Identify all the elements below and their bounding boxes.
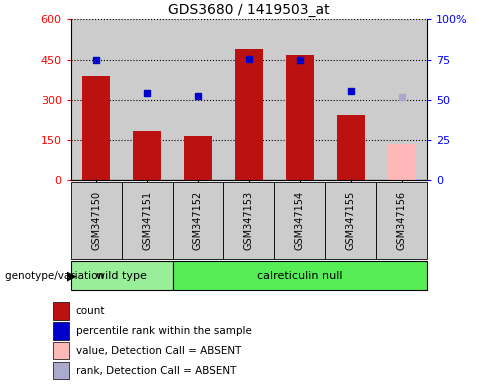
Bar bbox=[337, 115, 365, 180]
Bar bbox=[53, 342, 69, 359]
Text: wild type: wild type bbox=[96, 270, 147, 281]
Bar bbox=[122, 182, 173, 259]
Text: percentile rank within the sample: percentile rank within the sample bbox=[76, 326, 252, 336]
Bar bbox=[71, 261, 173, 290]
Bar bbox=[224, 19, 274, 180]
Text: rank, Detection Call = ABSENT: rank, Detection Call = ABSENT bbox=[76, 366, 236, 376]
Bar bbox=[376, 19, 427, 180]
Bar bbox=[53, 362, 69, 379]
Bar bbox=[173, 261, 427, 290]
Bar bbox=[376, 182, 427, 259]
Text: genotype/variation: genotype/variation bbox=[5, 270, 107, 281]
Text: GSM347155: GSM347155 bbox=[346, 191, 356, 250]
Bar bbox=[82, 76, 110, 180]
Text: calreticulin null: calreticulin null bbox=[257, 270, 343, 281]
Text: value, Detection Call = ABSENT: value, Detection Call = ABSENT bbox=[76, 346, 241, 356]
Bar bbox=[133, 131, 161, 180]
Bar bbox=[53, 322, 69, 339]
Text: GSM347156: GSM347156 bbox=[397, 191, 407, 250]
Bar bbox=[173, 19, 224, 180]
Bar bbox=[71, 19, 122, 180]
Text: GSM347153: GSM347153 bbox=[244, 191, 254, 250]
Bar bbox=[71, 182, 122, 259]
Bar bbox=[325, 182, 376, 259]
Bar bbox=[235, 49, 263, 180]
Bar bbox=[286, 56, 314, 180]
Bar bbox=[53, 303, 69, 319]
Bar bbox=[184, 136, 212, 180]
Text: GSM347150: GSM347150 bbox=[91, 191, 101, 250]
Bar bbox=[325, 19, 376, 180]
Bar bbox=[122, 19, 173, 180]
Bar bbox=[224, 182, 274, 259]
Bar bbox=[274, 182, 325, 259]
Text: GSM347152: GSM347152 bbox=[193, 191, 203, 250]
Text: GSM347154: GSM347154 bbox=[295, 191, 305, 250]
Text: count: count bbox=[76, 306, 105, 316]
Bar bbox=[274, 19, 325, 180]
Text: ▶: ▶ bbox=[67, 269, 77, 282]
Bar bbox=[387, 144, 416, 180]
Text: GSM347151: GSM347151 bbox=[142, 191, 152, 250]
Bar bbox=[173, 182, 224, 259]
Title: GDS3680 / 1419503_at: GDS3680 / 1419503_at bbox=[168, 3, 330, 17]
